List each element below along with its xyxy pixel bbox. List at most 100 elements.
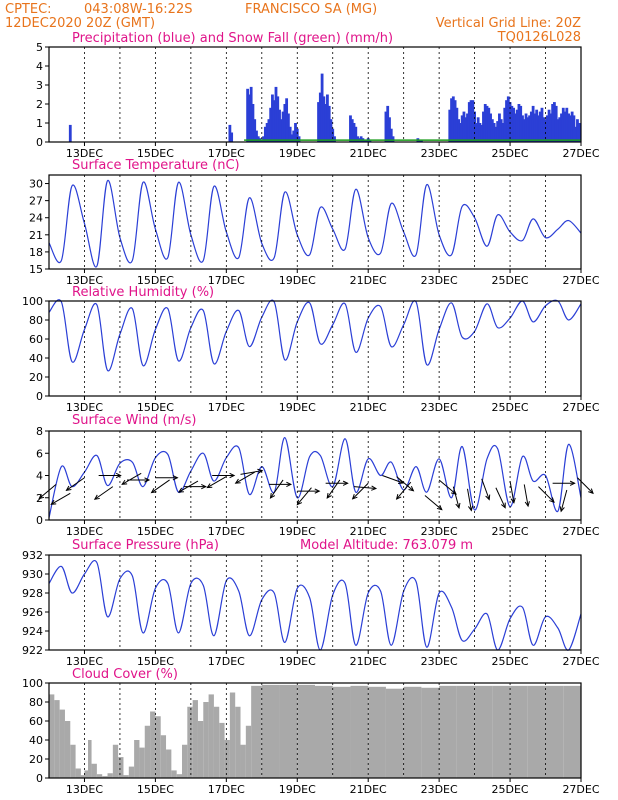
wind-arrow xyxy=(467,488,472,511)
precip-title: Precipitation (blue) and Snow Fall (gree… xyxy=(72,31,393,46)
cloud-bar xyxy=(64,721,71,778)
wind-arrowhead xyxy=(395,494,402,500)
x-tick-label: 27DEC xyxy=(562,783,599,796)
precip-bar xyxy=(499,119,503,142)
cloud-bar xyxy=(80,775,85,778)
pressure-panel: Surface Pressure (hPa) Model Altitude: 76… xyxy=(22,538,600,668)
wind-arrowhead xyxy=(177,487,184,493)
x-tick-label: 23DEC xyxy=(421,274,458,287)
cloud-bar xyxy=(139,747,145,778)
y-tick-label: 924 xyxy=(22,625,43,638)
wind-arrow xyxy=(523,484,529,507)
cloud-bar xyxy=(439,685,457,778)
x-tick-label: 21DEC xyxy=(350,783,387,796)
wind-arrowhead xyxy=(371,485,378,491)
y-tick-label: 928 xyxy=(22,587,43,600)
precip-bar xyxy=(453,100,457,142)
cloud-bar xyxy=(70,744,76,778)
wind-arrowhead xyxy=(229,472,236,479)
y-tick-label: 20 xyxy=(29,371,43,384)
wind-arrowhead xyxy=(50,499,57,505)
precip-bar xyxy=(287,113,290,142)
cloud-bar xyxy=(545,685,564,778)
x-tick-label: 27DEC xyxy=(562,147,599,160)
precip-bar xyxy=(384,111,388,142)
cloud-bar xyxy=(118,757,124,778)
wind-arrowhead xyxy=(269,492,276,499)
wind-arrowhead xyxy=(115,472,122,479)
x-tick-label: 19DEC xyxy=(279,401,316,414)
cloud-bar xyxy=(197,721,204,778)
precip-bar xyxy=(320,73,324,142)
cloud-bar xyxy=(150,711,156,778)
precip-bar xyxy=(276,96,280,142)
precip-bar xyxy=(496,121,500,142)
precip-bar xyxy=(459,123,462,142)
precip-bar xyxy=(535,109,539,142)
precip-bar xyxy=(352,123,356,142)
precip-bar xyxy=(478,123,482,142)
precip-bar xyxy=(457,119,461,142)
cloud-bar xyxy=(155,716,161,778)
precip-bar xyxy=(570,111,574,142)
cloud-bar xyxy=(123,775,129,778)
precip-bar xyxy=(542,117,546,142)
x-tick-label: 25DEC xyxy=(492,655,529,668)
cloud-bar xyxy=(563,685,581,778)
precip-bar xyxy=(485,105,489,142)
precip-bar xyxy=(350,119,354,142)
cloud-bar xyxy=(187,706,193,778)
precip-frame xyxy=(48,46,582,143)
wind-frame xyxy=(48,430,582,521)
x-tick-label: 19DEC xyxy=(279,783,316,796)
x-tick-label: 13DEC xyxy=(66,274,103,287)
precip-bar xyxy=(572,115,576,142)
precip-bar xyxy=(349,115,352,142)
precip-bar xyxy=(333,136,336,142)
header-coords: 043:08W-16:22S xyxy=(84,2,192,17)
humidity-line xyxy=(48,299,582,372)
y-tick-label: 1 xyxy=(36,117,43,130)
precip-bar xyxy=(228,124,232,142)
x-tick-label: 17DEC xyxy=(208,147,245,160)
precip-bar xyxy=(460,115,464,142)
cloud-bar xyxy=(403,686,422,778)
precip-bar xyxy=(327,105,331,142)
y-tick-label: 0 xyxy=(36,390,43,403)
x-tick-label: 13DEC xyxy=(66,147,103,160)
cloud-bar xyxy=(91,763,97,778)
x-tick-label: 23DEC xyxy=(421,783,458,796)
x-tick-label: 19DEC xyxy=(279,274,316,287)
wind-arrowhead xyxy=(150,487,157,494)
precip-bar xyxy=(295,128,299,142)
precip-bar xyxy=(230,132,234,142)
precip-bar xyxy=(510,105,514,142)
wind-arrowhead xyxy=(549,497,555,503)
precip-bar xyxy=(513,113,517,142)
wind-arrow xyxy=(509,480,515,503)
precip-bar xyxy=(269,107,273,142)
wind-arrow xyxy=(94,486,114,500)
cloud-bar xyxy=(203,702,209,778)
x-tick-label: 15DEC xyxy=(137,655,174,668)
precip-bar xyxy=(519,105,523,142)
y-tick-label: 930 xyxy=(22,568,43,581)
precip-bar xyxy=(515,109,519,142)
x-tick-label: 21DEC xyxy=(350,147,387,160)
x-tick-label: 17DEC xyxy=(208,783,245,796)
wind-arrowhead xyxy=(351,493,358,500)
cloud-bar xyxy=(279,684,298,778)
precip-bar xyxy=(292,130,296,142)
y-tick-label: 4 xyxy=(36,60,43,73)
cloud-bar xyxy=(213,706,220,778)
cloud-bar xyxy=(102,776,108,778)
precip-bar xyxy=(492,123,496,142)
wind-arrow xyxy=(396,476,414,492)
precip-bar xyxy=(537,115,540,142)
precip-bar xyxy=(529,111,533,142)
wind-arrowhead xyxy=(206,483,213,489)
cloud-bar xyxy=(160,735,167,778)
wind-arrow xyxy=(235,471,255,484)
precip-bar xyxy=(278,109,281,142)
